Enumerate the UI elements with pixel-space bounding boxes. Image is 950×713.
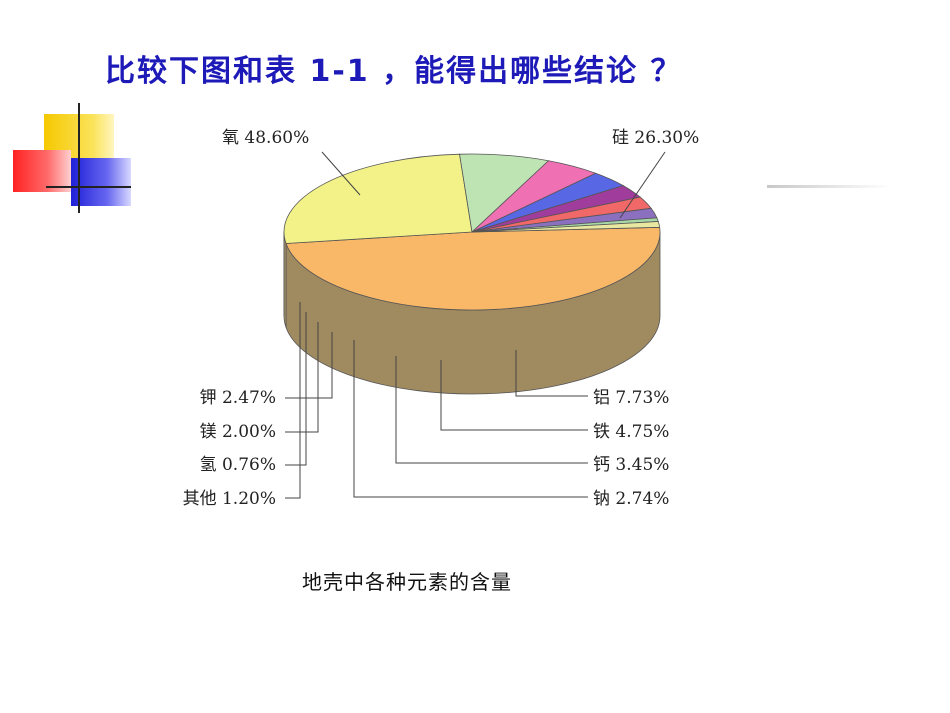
- leader-line-5: [353, 340, 588, 498]
- leader-lines: [285, 151, 666, 499]
- leader-line-2: [515, 350, 588, 397]
- slice-label-1: 硅 26.30%: [612, 128, 699, 148]
- leader-line-9: [285, 302, 301, 499]
- slice-label-3: 铁 4.75%: [593, 422, 669, 442]
- pie-slice-9: [471, 221, 661, 233]
- pie-slice-1: [283, 153, 473, 244]
- decor-horizontal-line: [46, 186, 131, 188]
- leader-line-7: [285, 322, 319, 433]
- leader-line-3: [440, 360, 588, 431]
- pie-tops: [283, 153, 661, 311]
- leader-line-1: [619, 151, 666, 219]
- slide-title: 比较下图和表 1-1 ，能得出哪些结论 ？: [105, 54, 683, 89]
- slice-label-9: 其他 1.20%: [183, 489, 276, 509]
- decor-red-square: [13, 150, 71, 192]
- decor-blue-square: [71, 158, 131, 206]
- slice-label-0: 氧 48.60%: [222, 128, 309, 148]
- leader-line-4: [395, 356, 588, 464]
- slice-label-7: 镁 2.00%: [200, 422, 276, 442]
- decor-vertical-line: [78, 103, 80, 213]
- slice-label-6: 钾 2.47%: [200, 388, 276, 408]
- pie-slice-0: [285, 226, 661, 311]
- decor-gray-rule: [767, 185, 892, 188]
- leader-line-0: [321, 151, 361, 196]
- slice-labels: 氧 48.60% 硅 26.30% 铝 7.73% 铁 4.75% 钙 3.45% 钠 2…: [183, 128, 700, 509]
- leader-line-8: [285, 312, 307, 466]
- slice-label-4: 钙 3.45%: [593, 455, 669, 475]
- leader-line-6: [285, 332, 333, 399]
- chart-caption: 地壳中各种元素的含量: [302, 570, 512, 594]
- slice-label-8: 氢 0.76%: [200, 455, 276, 475]
- slice-label-2: 铝 7.73%: [593, 388, 669, 408]
- slice-label-5: 钠 2.74%: [593, 489, 669, 509]
